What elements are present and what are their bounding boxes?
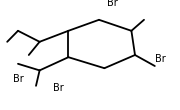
- Text: Br: Br: [107, 0, 118, 8]
- Text: Br: Br: [53, 82, 64, 93]
- Text: Br: Br: [13, 74, 23, 84]
- Text: Br: Br: [155, 54, 166, 64]
